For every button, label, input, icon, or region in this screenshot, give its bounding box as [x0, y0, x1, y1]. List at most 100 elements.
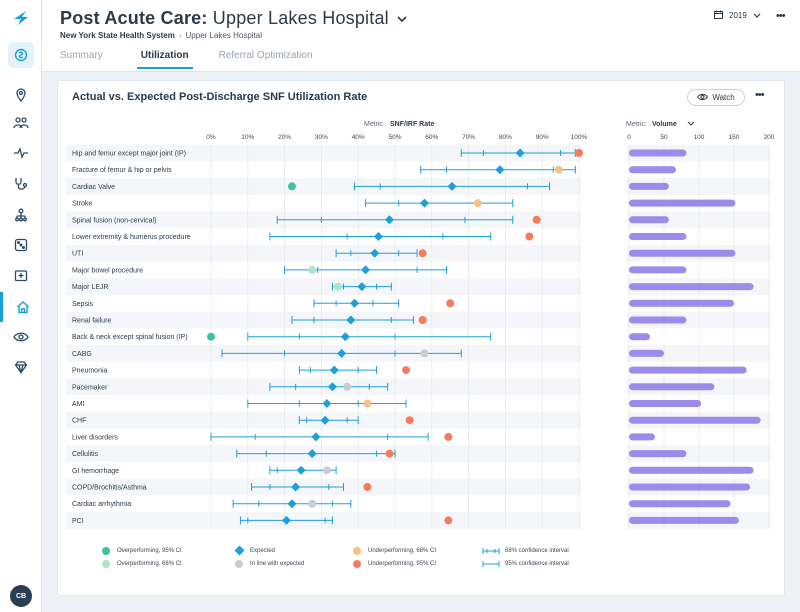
- metric-selector[interactable]: SNF/IRF Rate: [390, 121, 434, 128]
- chevron-down-icon[interactable]: [397, 11, 407, 26]
- home-icon[interactable]: [0, 292, 42, 322]
- tab-summary[interactable]: Summary: [60, 50, 103, 61]
- volume-bar: [629, 466, 754, 474]
- volume-bar: [629, 182, 669, 190]
- expected-marker: [384, 215, 394, 225]
- volume-bar: [629, 249, 736, 257]
- breadcrumb-separator-icon: ›: [178, 31, 182, 40]
- volume-bar: [629, 283, 754, 291]
- actual-marker: [405, 416, 414, 425]
- app-switch-icon[interactable]: [0, 40, 42, 70]
- actual-marker: [287, 182, 296, 191]
- actual-marker: [308, 499, 317, 508]
- legend-inline-dot: [235, 560, 243, 568]
- legend-expected-diamond: [234, 545, 244, 556]
- category-label: Cardiac Valve: [72, 184, 115, 191]
- chart-legend: Overperforming, 95% CI Overperforming, 6…: [58, 541, 786, 591]
- actual-marker: [308, 265, 317, 274]
- category-label: Spinal fusion (non-cervical): [72, 217, 156, 224]
- x-tick-label: 60%: [425, 134, 438, 141]
- eye-icon[interactable]: [0, 322, 42, 352]
- actual-marker: [363, 483, 372, 491]
- volume-bar: [629, 516, 739, 524]
- legend-under95-dot: [353, 560, 361, 568]
- expected-marker: [291, 482, 301, 492]
- x-tick-label: 90%: [536, 134, 549, 141]
- volume-tick-label: 100: [694, 134, 705, 141]
- volume-metric-chevron-icon[interactable]: [687, 121, 695, 126]
- legend-item-under68: Underperforming, 68% CI: [351, 547, 436, 555]
- year-selector[interactable]: 2019: [714, 10, 761, 21]
- category-label: Renal failure: [72, 318, 111, 325]
- volume-bar: [629, 349, 664, 357]
- expected-marker: [296, 465, 306, 475]
- volume-bar: [629, 316, 687, 324]
- x-tick-label: 10%: [241, 134, 254, 141]
- app-logo-icon[interactable]: [0, 0, 42, 36]
- row-band: [66, 144, 581, 162]
- expected-marker: [307, 449, 317, 459]
- category-label: Hip and femur except major joint (IP): [72, 151, 186, 158]
- category-label: Sepsis: [72, 301, 94, 308]
- category-label: CABG: [72, 351, 92, 358]
- legend-under68-dot: [353, 547, 361, 555]
- category-label: Major LEJR: [72, 284, 109, 291]
- watch-button[interactable]: Watch: [687, 89, 745, 106]
- legend-label: 95% confidence interval: [505, 561, 569, 567]
- expected-marker: [329, 365, 339, 375]
- user-avatar[interactable]: CB: [10, 585, 32, 607]
- location-icon[interactable]: [0, 80, 42, 110]
- category-label: Fracture of femur & hip or pelvis: [72, 167, 172, 174]
- expected-marker: [311, 432, 321, 442]
- actual-marker: [554, 165, 563, 174]
- tab-referral-optimization[interactable]: Referral Optimization: [218, 50, 313, 61]
- expected-marker: [337, 348, 347, 358]
- more-options-icon[interactable]: •••: [776, 10, 786, 22]
- legend-over95-dot: [102, 547, 110, 555]
- card-more-options-icon[interactable]: •••: [755, 89, 765, 101]
- metric-label: Metric:: [364, 121, 385, 128]
- actual-marker: [333, 282, 342, 291]
- legend-label: 68% confidence interval: [505, 548, 569, 554]
- legend-over68-dot: [102, 560, 110, 568]
- actual-marker: [525, 232, 534, 241]
- volume-bar: [629, 149, 687, 157]
- actual-marker: [575, 149, 583, 157]
- diamond-icon[interactable]: [0, 352, 42, 382]
- stethoscope-icon[interactable]: [0, 169, 42, 199]
- actual-marker: [446, 299, 455, 308]
- x-tick-label: 100%: [571, 134, 588, 141]
- page-title[interactable]: Post Acute Care: Upper Lakes Hospital: [60, 8, 407, 29]
- legend-label: Overperforming, 68% CI: [117, 561, 182, 567]
- category-label: Lower extremity & humerus procedure: [72, 234, 191, 241]
- category-label: Liver disorders: [72, 434, 118, 441]
- tab-utilization[interactable]: Utilization: [136, 48, 193, 69]
- hospital-icon[interactable]: [0, 260, 42, 290]
- breadcrumb: New York State Health System › Upper Lakes…: [60, 31, 262, 40]
- expected-marker: [419, 198, 429, 208]
- people-icon[interactable]: [0, 108, 42, 138]
- volume-bar: [629, 199, 736, 207]
- actual-marker: [420, 349, 429, 358]
- row-band: [66, 244, 581, 262]
- expected-marker: [515, 148, 525, 158]
- expected-marker: [340, 332, 350, 342]
- legend-item-inline: In line with expected: [233, 560, 304, 568]
- legend-item-over68: Overperforming, 68% CI: [100, 560, 182, 568]
- volume-bar: [629, 383, 715, 391]
- actual-marker: [418, 316, 427, 324]
- dice-icon[interactable]: [0, 230, 42, 260]
- volume-bar: [629, 416, 761, 424]
- volume-metric-selector[interactable]: Volume: [652, 121, 677, 128]
- vitals-icon[interactable]: [0, 138, 42, 168]
- category-label: CHF: [72, 418, 86, 425]
- legend-label: In line with expected: [250, 561, 305, 567]
- hierarchy-icon[interactable]: [0, 200, 42, 230]
- breadcrumb-parent[interactable]: New York State Health System: [60, 31, 175, 40]
- hospital-name: Upper Lakes Hospital: [212, 8, 389, 28]
- x-tick-label: 80%: [499, 134, 512, 141]
- category-label: Cardiac arrhythmia: [72, 501, 131, 508]
- category-label: Back & neck except spinal fusion (IP): [72, 334, 188, 341]
- legend-label: Underperforming, 95% CI: [368, 561, 437, 567]
- expected-marker: [495, 165, 505, 175]
